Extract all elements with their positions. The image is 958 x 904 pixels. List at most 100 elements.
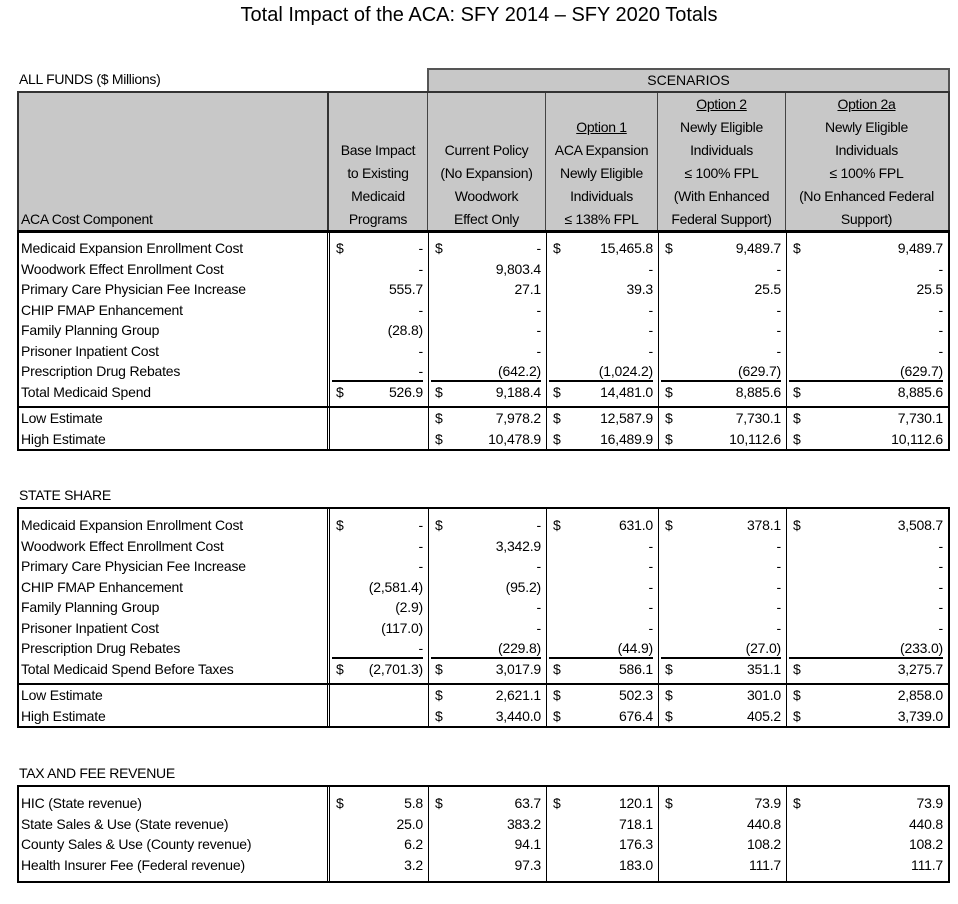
cell-base-impact: (28.8)	[330, 320, 429, 341]
cell-value: 3,739.0	[897, 707, 944, 724]
cell-option-1: 718.1	[547, 813, 659, 834]
cell-option-1: (1,024.2)	[547, 361, 659, 382]
cell-option-1: -	[547, 576, 659, 597]
cell-value: 3,017.9	[495, 660, 542, 677]
cell-value: 5.8	[404, 795, 423, 811]
row-label: Medicaid Expansion Enrollment Cost	[19, 238, 330, 259]
spacer-cell	[429, 509, 547, 515]
spacer-cell	[429, 679, 547, 683]
cell-current-policy: -	[429, 320, 547, 341]
cell-option-2a: -	[787, 320, 948, 341]
row-label: Total Medicaid Spend Before Taxes	[19, 658, 330, 679]
header-line: (No Expansion)	[440, 165, 533, 181]
cell-value: -	[536, 558, 542, 574]
cell-value: 383.2	[506, 815, 541, 832]
cell-value: (642.2)	[431, 361, 541, 382]
spacer	[19, 509, 948, 515]
cell-option-2: -	[659, 535, 787, 556]
cell-value: 405.2	[746, 707, 781, 724]
section-table-3: HIC (State revenue) $5.8 $63.7 $120.1 $73.9 $…	[17, 785, 950, 883]
cell-option-1: $502.3	[547, 685, 659, 706]
currency-symbol: $	[665, 410, 673, 426]
cell-option-1: $631.0	[547, 515, 659, 536]
header-line: Federal Support)	[671, 211, 772, 227]
cell-value: -	[418, 301, 424, 318]
scenarios-header: SCENARIOS	[427, 68, 950, 92]
cell-current-policy: $9,188.4	[429, 381, 547, 402]
header-line: ≤ 100% FPL	[829, 165, 904, 181]
cell-option-1: -	[547, 617, 659, 638]
table-row: Total Medicaid Spend $526.9 $9,188.4 $14,48…	[19, 381, 948, 402]
row-label: Family Planning Group	[19, 597, 330, 618]
estimate-row: High Estimate $3,440.0 $676.4 $405.2 $3,739.…	[19, 705, 948, 726]
cell-value: -	[332, 638, 423, 659]
cell-value: -	[938, 322, 944, 338]
cell-value: -	[776, 322, 782, 338]
cell-option-2: $351.1	[659, 658, 787, 679]
cell-value: 15,465.8	[600, 240, 653, 256]
estimate-row: High Estimate $10,478.9 $16,489.9 $10,112.6…	[19, 428, 948, 449]
row-label: Prescription Drug Rebates	[19, 638, 330, 659]
header-option-1: Option 1 ACA Expansion Newly Eligible Indiv…	[546, 93, 658, 231]
cell-option-1: -	[547, 299, 659, 320]
row-label: CHIP FMAP Enhancement	[19, 299, 330, 320]
currency-symbol: $	[336, 383, 344, 400]
currency-symbol: $	[665, 383, 673, 400]
cell-value: 176.3	[618, 836, 653, 852]
cell-value: 14,481.0	[600, 383, 653, 400]
currency-symbol: $	[435, 410, 443, 426]
header-line: Support)	[840, 211, 893, 227]
cell-value: -	[418, 342, 424, 359]
table-row: State Sales & Use (State revenue) 25.0 383…	[19, 813, 948, 834]
cell-option-2: $378.1	[659, 515, 787, 536]
cell-value: 9,489.7	[735, 240, 782, 256]
row-label: CHIP FMAP Enhancement	[19, 576, 330, 597]
row-label: Prescription Drug Rebates	[19, 361, 330, 382]
header-current-policy: Current Policy (No Expansion) Woodwork Effe…	[428, 93, 546, 231]
cell-option-2a: (629.7)	[787, 361, 948, 382]
table-row: Primary Care Physician Fee Increase 555.7…	[19, 279, 948, 300]
cell-value: 9,489.7	[897, 240, 944, 256]
cell-current-policy: 9,803.4	[429, 258, 547, 279]
cell-base-impact: -	[330, 556, 429, 577]
cell-value: 378.1	[746, 517, 781, 533]
cell-value: -	[776, 301, 782, 318]
cell-value: -	[648, 537, 654, 554]
row-label: Family Planning Group	[19, 320, 330, 341]
header-option-2: Option 2 Newly Eligible Individuals ≤ 100% …	[658, 93, 786, 231]
spacer-cell	[547, 679, 659, 683]
cell-option-2: -	[659, 617, 787, 638]
cell-value: (2.9)	[395, 599, 423, 615]
cell-value: (117.0)	[381, 619, 423, 636]
spacer-cell	[330, 875, 429, 881]
currency-symbol: $	[553, 687, 561, 703]
cell-value: 94.1	[514, 836, 542, 852]
cell-value: (95.2)	[505, 578, 542, 595]
currency-symbol: $	[553, 660, 561, 677]
cell-value: (1,024.2)	[549, 361, 653, 382]
header-line: Effect Only	[454, 211, 519, 227]
cell-value: 183.0	[618, 856, 653, 873]
cell-value: -	[536, 240, 542, 256]
cell-option-1: $676.4	[547, 705, 659, 726]
header-line: Individuals	[690, 142, 753, 158]
table-row: Prescription Drug Rebates - (642.2) (1,024.…	[19, 361, 948, 382]
cell-option-2a: -	[787, 341, 948, 362]
spacer-cell	[429, 232, 547, 238]
table-row: Family Planning Group (28.8) - - - -	[19, 320, 948, 341]
cell-value: 12,587.9	[600, 410, 653, 426]
cell-value: 502.3	[618, 687, 653, 703]
spacer-cell	[547, 875, 659, 881]
spacer-cell	[787, 679, 948, 683]
cell-base-impact: (2.9)	[330, 597, 429, 618]
header-line: Individuals	[835, 142, 898, 158]
cell-option-2: $73.9	[659, 793, 787, 814]
currency-symbol: $	[553, 430, 561, 447]
header-option-2a: Option 2a Newly Eligible Individuals ≤ 100%…	[786, 93, 947, 231]
cell-option-2: (27.0)	[659, 638, 787, 659]
section-title: TAX AND FEE REVENUE	[19, 765, 175, 781]
cell-value: 25.5	[916, 281, 944, 297]
cell-base-impact: 555.7	[330, 279, 429, 300]
cell-value: 555.7	[388, 281, 423, 297]
cell-value: -	[938, 599, 944, 615]
